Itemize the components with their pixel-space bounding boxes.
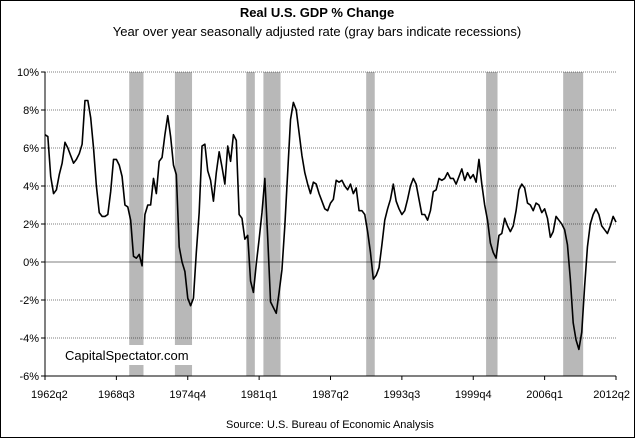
gdp-series (44, 99, 617, 351)
y-tick-labels: -6% -4% -2% 0% 2% 4% 6% 8% 10% (17, 67, 39, 383)
x-tick-label-1: 1968q3 (98, 389, 135, 401)
y-tick-label-7: 8% (23, 105, 39, 117)
y-tick-label-5: 4% (23, 181, 39, 193)
chart-title: Real U.S. GDP % Change (240, 5, 394, 20)
axes (41, 71, 617, 380)
recession-bar-3 (246, 72, 255, 376)
watermark: CapitalSpectator.com (65, 348, 189, 363)
x-tick-label-3: 1981q1 (241, 389, 278, 401)
x-tick-label-7: 2006q1 (526, 389, 563, 401)
y-tick-label-1: -4% (19, 333, 39, 345)
x-tick-label-6: 1999q4 (455, 389, 492, 401)
x-tick-label-2: 1974q4 (169, 389, 206, 401)
x-tick-label-8: 2012q2 (593, 389, 630, 401)
recession-bar-5 (366, 72, 375, 376)
x-tick-label-4: 1987q2 (312, 389, 349, 401)
y-tick-label-0: -6% (19, 371, 39, 383)
watermark-background (60, 345, 196, 365)
gdp-line (44, 99, 617, 351)
y-tick-label-3: 0% (23, 257, 39, 269)
source-note: Source: U.S. Bureau of Economic Analysis (226, 419, 434, 431)
x-tick-labels: 1962q2 1968q3 1974q4 1981q1 1987q2 1993q3 1999… (31, 389, 630, 401)
y-tick-label-8: 10% (17, 67, 39, 79)
y-tick-label-2: -2% (19, 295, 39, 307)
y-tick-label-6: 6% (23, 143, 39, 155)
chart-subtitle: Year over year seasonally adjusted rate … (113, 24, 522, 39)
gridlines (45, 71, 616, 339)
y-tick-label-4: 2% (23, 219, 39, 231)
x-tick-label-5: 1993q3 (384, 389, 421, 401)
x-tick-label-0: 1962q2 (31, 389, 68, 401)
